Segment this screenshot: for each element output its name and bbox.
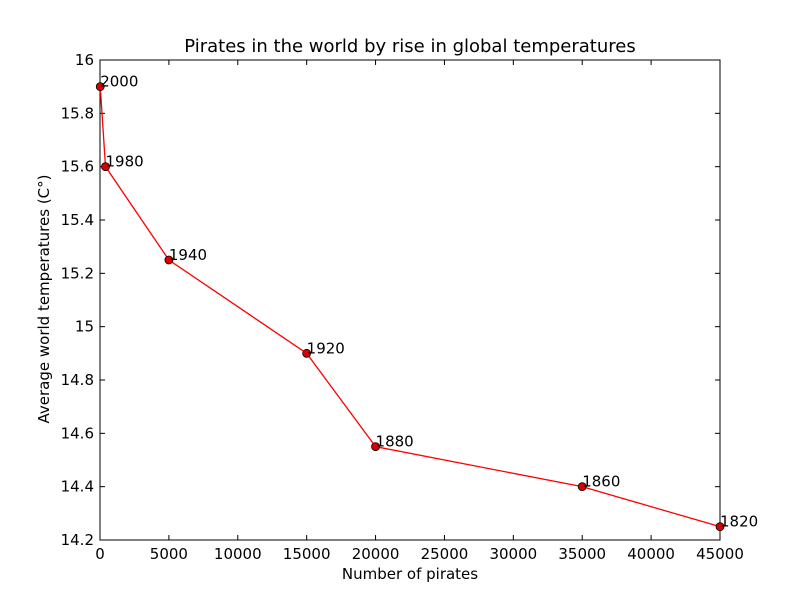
data-point	[302, 348, 312, 358]
data-point-label: 1820	[720, 513, 758, 531]
data-point-label: 1920	[307, 339, 345, 357]
y-tick-label: 15.8	[61, 104, 94, 122]
x-axis-label: Number of pirates	[342, 565, 478, 583]
y-tick-label: 14.4	[61, 478, 94, 496]
x-tick-label: 10000	[214, 545, 262, 563]
plot-area: 0 5000 10000 15000 20000 25000 30000 35000 40000…	[61, 51, 759, 563]
x-tick-label: 40000	[627, 545, 675, 563]
y-tick-label: 15	[75, 318, 94, 336]
x-tick-label: 30000	[489, 545, 537, 563]
data-point-label: 1980	[106, 153, 144, 171]
x-tick-label: 45000	[696, 545, 744, 563]
data-point	[577, 482, 587, 492]
y-tick-label: 14.2	[61, 531, 94, 549]
data-point	[371, 442, 380, 452]
y-tick-label: 16	[75, 51, 94, 69]
y-tick-label: 14.8	[61, 371, 94, 389]
y-tick-label: 14.6	[61, 424, 94, 442]
data-point	[95, 82, 105, 92]
data-point-label: 2000	[100, 73, 138, 91]
x-tick-label: 15000	[283, 545, 331, 563]
plot-frame	[99, 59, 721, 541]
data-point-label: 1880	[376, 433, 414, 451]
data-point-label: 1860	[582, 473, 620, 491]
x-tick-label: 20000	[352, 545, 400, 563]
y-axis-label: Average world temperatures (C°)	[35, 175, 53, 424]
data-point	[164, 255, 174, 265]
data-point-label: 1940	[169, 246, 207, 264]
x-tick-label: 35000	[558, 545, 606, 563]
x-tick-label: 0	[95, 545, 105, 563]
chart-title: Pirates in the world by rise in global t…	[184, 36, 635, 57]
y-tick-label: 15.6	[61, 158, 94, 176]
data-point	[101, 162, 110, 172]
x-tick-label: 25000	[421, 545, 469, 563]
data-point	[715, 522, 725, 532]
x-tick-label: 5000	[150, 545, 188, 563]
y-tick-label: 15.2	[61, 264, 94, 282]
y-tick-label: 15.4	[61, 211, 94, 229]
